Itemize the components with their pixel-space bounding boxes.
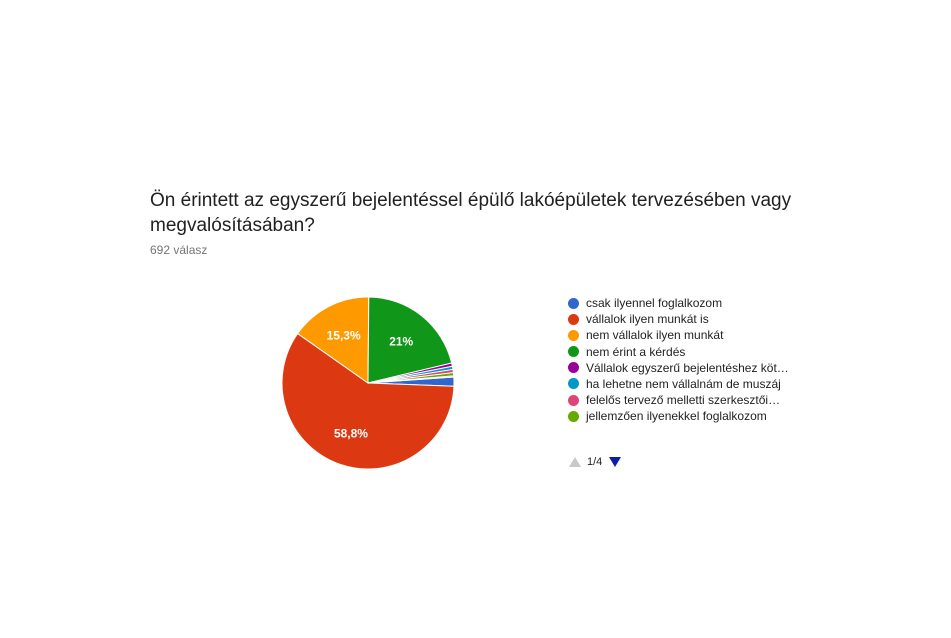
legend-swatch (568, 394, 579, 406)
pie-slices (281, 296, 455, 470)
legend-label: ha lehetne nem vállalnám de muszáj (586, 376, 781, 391)
response-count: 692 válasz (150, 243, 208, 257)
legend-item: nem vállalok ilyen munkát (568, 327, 789, 343)
legend-swatch (568, 378, 579, 390)
pie-slice-labels: 58,8% 15,3% 21% (327, 329, 414, 441)
legend-item: Vállalok egyszerű bejelentéshez köt… (568, 360, 789, 376)
pager-next-icon[interactable] (609, 457, 622, 467)
legend-item: jellemzően ilyenekkel foglalkozom (568, 408, 789, 424)
legend-swatch (568, 329, 579, 341)
legend-swatch (568, 297, 579, 309)
legend-list: csak ilyennel foglalkozom vállalok ilyen … (568, 295, 789, 424)
pie-slice-label: 58,8% (334, 427, 368, 441)
legend-label: csak ilyennel foglalkozom (586, 296, 723, 310)
legend-label: felelős tervező melletti szerkesztői… (586, 393, 781, 408)
pager-prev-icon[interactable] (569, 457, 581, 467)
pie-slice-label: 15,3% (327, 329, 361, 343)
legend-pager: 1/4 (569, 456, 622, 468)
chart-legend: csak ilyennel foglalkozom vállalok ilyen … (568, 295, 789, 425)
legend-label: Vállalok egyszerű bejelentéshez köt… (586, 360, 789, 375)
legend-swatch (568, 346, 579, 358)
legend-item: vállalok ilyen munkát is (568, 311, 789, 327)
pie-slice (296, 296, 370, 384)
pie-slice-label: 21% (389, 334, 413, 348)
legend-label: nem vállalok ilyen munkát (586, 328, 724, 343)
legend-item: csak ilyennel foglalkozom (568, 295, 789, 311)
legend-item: felelős tervező melletti szerkesztői… (568, 392, 789, 408)
question-title: Ön érintett az egyszerű bejelentéssel ép… (150, 190, 792, 236)
legend-swatch (568, 410, 579, 422)
legend-swatch (568, 362, 579, 374)
legend-swatch (568, 313, 579, 325)
legend-item: ha lehetne nem vállalnám de muszáj (568, 376, 789, 392)
pager-page-indicator: 1/4 (587, 456, 603, 468)
pie-slice (367, 296, 453, 384)
legend-label: jellemzően ilyenekkel foglalkozom (586, 409, 767, 424)
legend-label: nem érint a kérdés (586, 344, 686, 359)
legend-label: vállalok ilyen munkát is (586, 312, 709, 327)
pie-slice (367, 375, 455, 384)
pie-slice (281, 332, 455, 470)
legend-item: nem érint a kérdés (568, 344, 789, 360)
